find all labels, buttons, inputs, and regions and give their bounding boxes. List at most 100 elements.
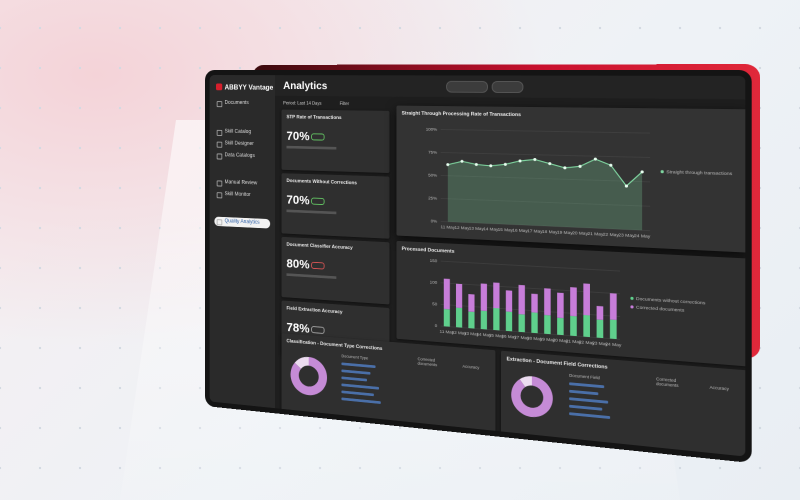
x-tick-label: 23 May: [618, 231, 634, 238]
y-tick-label: 150: [430, 257, 438, 263]
y-tick-label: 100%: [426, 126, 438, 132]
nav-item[interactable]: Documents: [214, 99, 270, 109]
table-row: [569, 390, 598, 395]
x-tick-label: 22 May: [603, 231, 619, 238]
kpi-value: 80%: [286, 256, 309, 271]
legend-label: Corrected documents: [636, 304, 684, 313]
kpi-card: Documents Without Corrections 70%: [282, 173, 390, 239]
legend-swatch: [661, 170, 664, 173]
column-header: Accuracy: [710, 385, 729, 392]
app-window: ABBYY Vantage Documents Skill Catalog Sk…: [205, 70, 752, 463]
kpi-badge: [311, 198, 324, 205]
bar-segment: [493, 282, 499, 308]
column-header: Corrected documents: [418, 357, 454, 369]
dropdown[interactable]: [492, 81, 524, 93]
kpi-title: Document Classifier Accuracy: [286, 242, 352, 251]
table-row: [341, 369, 370, 374]
grid-line: [441, 261, 620, 271]
table-row: [341, 383, 379, 389]
kpi-value: 70%: [286, 129, 309, 143]
nav-item[interactable]: Skill Designer: [214, 139, 270, 150]
bar-segment: [468, 294, 474, 312]
table-row: [341, 397, 380, 403]
nav-item[interactable]: Manual Review: [214, 178, 270, 189]
table-row: [569, 382, 604, 387]
filter-button[interactable]: Filter: [340, 102, 349, 107]
bar-segment: [544, 288, 550, 315]
x-tick-label: 21 May: [587, 230, 603, 237]
bar-segment: [557, 318, 564, 335]
grid-line: [441, 130, 650, 134]
table-row: [569, 412, 610, 418]
table-row: [341, 390, 373, 395]
y-tick-label: 50: [432, 301, 438, 307]
dropdown[interactable]: [446, 81, 488, 93]
bar-segment: [519, 314, 525, 332]
x-tick-label: 11 May: [441, 224, 455, 230]
y-tick-label: 50%: [428, 172, 437, 178]
column-header: Corrected documents: [656, 376, 697, 389]
kpi-badge: [311, 133, 324, 140]
column-header: Document Type: [341, 354, 368, 361]
kpi-title: Documents Without Corrections: [286, 179, 356, 187]
x-tick-label: 16 May: [512, 227, 527, 233]
nav-item[interactable]: Skill Catalog: [214, 127, 270, 137]
device: ABBYY Vantage Documents Skill Catalog Sk…: [205, 70, 752, 463]
x-tick-label: 24 May: [605, 340, 621, 347]
y-tick-label: 25%: [428, 195, 437, 201]
kpi-title: STP Rate of Transactions: [286, 115, 341, 121]
table-row: [341, 362, 375, 367]
x-tick-label: 24 May: [634, 232, 650, 239]
point: [446, 163, 449, 166]
kpi-value: 70%: [286, 192, 309, 207]
x-tick-label: 14 May: [483, 225, 498, 231]
kpi-note: [286, 210, 336, 215]
kpi-card: Document Classifier Accuracy 80%: [282, 237, 390, 305]
bar-segment: [531, 312, 537, 333]
kpi-badge: [311, 326, 324, 334]
grid-line: [441, 304, 620, 316]
bar-segment: [583, 315, 590, 337]
y-tick-label: 75%: [428, 149, 437, 155]
kpi-card: STP Rate of Transactions 70%: [282, 110, 390, 173]
kpi-note: [286, 146, 336, 150]
table-title: Extraction - Document Field Corrections: [507, 357, 608, 371]
chart-title: Straight Through Processing Rate of Tran…: [402, 111, 521, 118]
bar-segment: [570, 316, 577, 336]
y-tick-label: 0%: [431, 218, 438, 224]
nav-item[interactable]: Data Catalogs: [214, 151, 270, 162]
bar-segment: [531, 294, 537, 313]
x-tick-label: 17 May: [527, 227, 542, 233]
bar-segment: [557, 293, 564, 319]
x-tick-label: 18 May: [542, 228, 558, 234]
grid-line: [441, 283, 620, 294]
chart-card: Straight Through Processing Rate of Tran…: [396, 106, 747, 253]
table-row: [569, 405, 602, 410]
grid-line: [441, 152, 650, 157]
top-bar: Analytics: [275, 75, 745, 99]
page-title: Analytics: [283, 79, 327, 91]
bar-segment: [493, 308, 499, 330]
bar-segment: [444, 279, 450, 310]
y-tick-label: 0: [435, 322, 438, 328]
x-tick-label: 12 May: [455, 224, 470, 230]
bar-segment: [468, 312, 474, 329]
bar-segment: [481, 283, 487, 311]
brand: ABBYY Vantage: [216, 83, 273, 91]
bar-segment: [610, 320, 617, 340]
line-chart: 0%25%50%75%100%11 May 12 May 13 May 14 May 1…: [396, 120, 747, 253]
bar-segment: [583, 283, 590, 315]
nav-item[interactable]: Quality Analytics: [214, 217, 270, 229]
bar-segment: [610, 293, 617, 320]
bar-segment: [570, 287, 577, 316]
bar-segment: [506, 290, 512, 312]
x-tick-label: 19 May: [557, 229, 573, 235]
table-title: Classification - Document Type Correctio…: [286, 339, 382, 352]
column-header: Accuracy: [462, 364, 479, 370]
column-header: Document Field: [569, 373, 600, 380]
legend-swatch: [630, 305, 633, 308]
bar-segment: [544, 315, 550, 334]
nav-item[interactable]: Skill Monitor: [214, 190, 270, 201]
period-selector[interactable]: Period: Last 14 Days: [283, 101, 321, 107]
